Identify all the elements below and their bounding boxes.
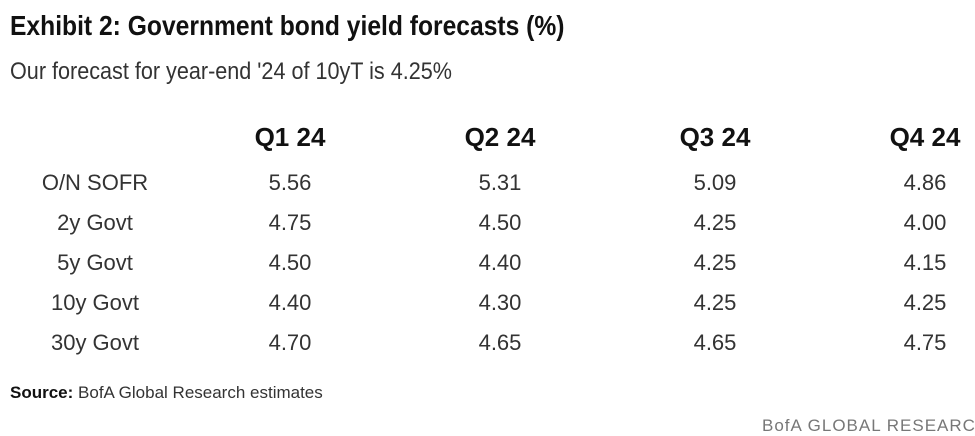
table-cell: 4.00 xyxy=(903,210,947,235)
table-cell: 5.31 xyxy=(478,170,522,195)
table-cell: 4.25 xyxy=(903,290,947,315)
source: Source: BofA Global Research estimates xyxy=(10,383,323,403)
row-label: 2y Govt xyxy=(57,210,133,235)
table-cell: 4.50 xyxy=(268,250,312,275)
row-label: 10y Govt xyxy=(50,290,140,315)
column-header: Q1 24 xyxy=(254,122,326,152)
row-label: 30y Govt xyxy=(50,330,140,355)
table-cell: 4.25 xyxy=(693,210,737,235)
column-header: Q2 24 xyxy=(464,122,536,152)
source-label: Source: xyxy=(10,383,74,402)
subtitle: Our forecast for year-end '24 of 10yT is… xyxy=(10,58,452,85)
title: Exhibit 2: Government bond yield forecas… xyxy=(10,10,565,41)
table-cell: 4.75 xyxy=(268,210,312,235)
table-cell: 4.40 xyxy=(268,290,312,315)
row-label: 5y Govt xyxy=(57,250,133,275)
row-label: O/N SOFR xyxy=(41,170,149,195)
table-cell: 4.25 xyxy=(693,250,737,275)
table-cell: 4.65 xyxy=(693,330,737,355)
table-cell: 4.75 xyxy=(903,330,947,355)
table-cell: 4.15 xyxy=(903,250,947,275)
table-cell: 4.86 xyxy=(903,170,947,195)
table-cell: 4.25 xyxy=(693,290,737,315)
table-cell: 5.09 xyxy=(693,170,737,195)
table-cell: 4.50 xyxy=(478,210,522,235)
table-cell: 4.40 xyxy=(478,250,522,275)
table-cell: 5.56 xyxy=(268,170,312,195)
column-header: Q4 24 xyxy=(889,122,961,152)
source-text: BofA Global Research estimates xyxy=(78,383,323,402)
table-cell: 4.70 xyxy=(268,330,312,355)
column-header: Q3 24 xyxy=(679,122,751,152)
footer: BofA GLOBAL RESEARCH xyxy=(762,416,975,435)
table-cell: 4.30 xyxy=(478,290,522,315)
table-cell: 4.65 xyxy=(478,330,522,355)
